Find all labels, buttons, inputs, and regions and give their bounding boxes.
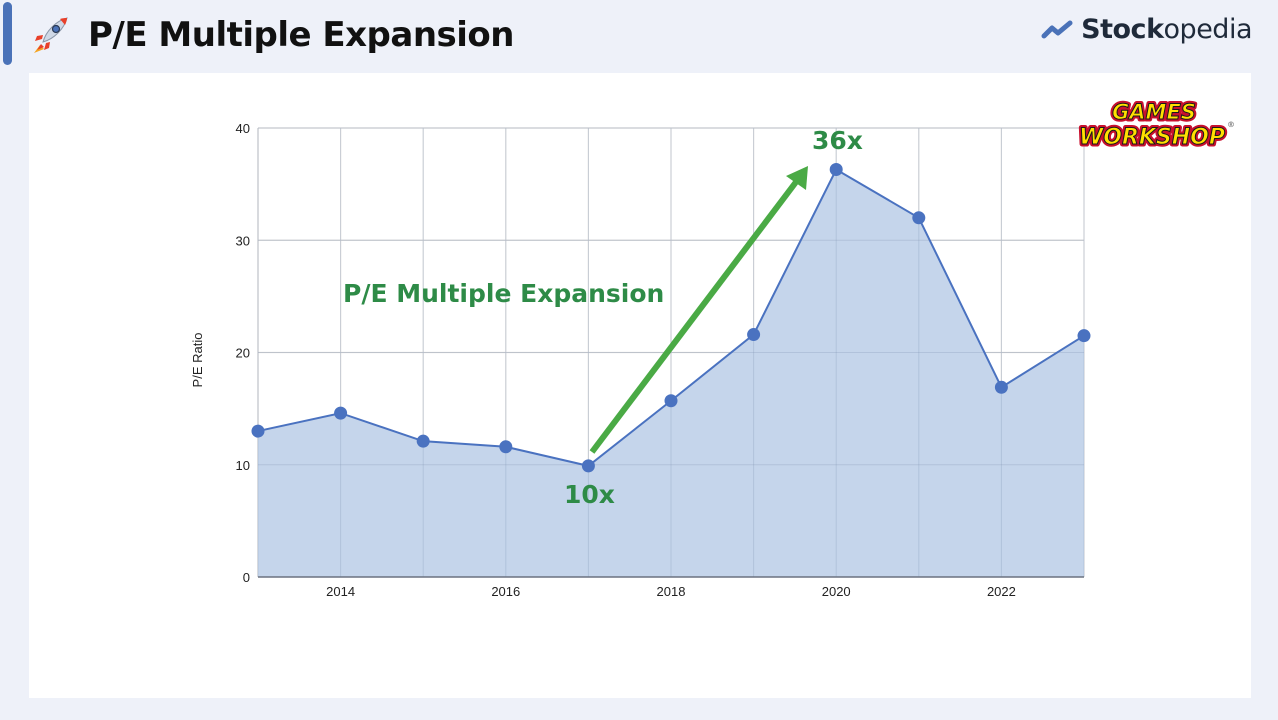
y-tick-label: 30 [236,233,250,248]
data-points [251,163,1091,473]
svg-text:GAMES: GAMES [1112,100,1196,124]
y-tick-label: 20 [236,346,250,361]
data-point-2018[interactable] [664,394,678,408]
page-title: P/E Multiple Expansion [88,15,515,55]
data-point-2015[interactable] [416,434,430,448]
x-tick-label: 2018 [657,584,686,599]
svg-text:GAMES: GAMES [1112,100,1196,124]
y-axis-label: P/E Ratio [190,333,205,388]
data-point-2019[interactable] [747,328,761,342]
rocket-icon [34,17,68,53]
stockopedia-brand[interactable]: Stockopedia [1041,14,1253,45]
grid-lines-over-area [257,127,1085,578]
data-point-2014[interactable] [334,406,348,420]
brand-name: Stockopedia [1081,14,1252,45]
header: P/E Multiple Expansion [30,10,515,60]
data-point-2013[interactable] [251,424,265,438]
area-fill [258,169,1084,577]
svg-text:®: ® [1227,120,1235,129]
annotation-low-label: 10x [564,480,615,509]
svg-text:WORKSHOP: WORKSHOP [1079,125,1225,150]
x-tick-label: 2014 [326,584,355,599]
y-tick-label: 40 [236,121,250,136]
stockopedia-logo-icon [1041,20,1073,38]
y-axis-ticks: 0 10 20 30 40 [236,121,250,585]
accent-bar [3,2,12,65]
x-tick-label: 2020 [822,584,851,599]
y-tick-label: 10 [236,458,250,473]
annotation-headline: P/E Multiple Expansion [343,279,664,308]
annotation-high-label: 36x [812,126,863,155]
x-axis-ticks: 2014 2016 2018 2020 2022 [326,584,1016,599]
x-tick-label: 2016 [491,584,520,599]
data-point-2016[interactable] [499,440,513,454]
expansion-arrow [589,166,808,454]
data-point-2020[interactable] [829,163,843,177]
y-tick-label: 0 [243,570,250,585]
games-workshop-logo: GAMES GAMES WORKSHOP WORKSHOP ® [1078,98,1235,152]
data-point-2022[interactable] [994,380,1008,394]
data-point-2021[interactable] [912,211,926,225]
svg-text:WORKSHOP: WORKSHOP [1079,125,1225,150]
x-tick-label: 2022 [987,584,1016,599]
data-point-2023[interactable] [1077,329,1091,343]
data-point-2017[interactable] [581,459,595,473]
